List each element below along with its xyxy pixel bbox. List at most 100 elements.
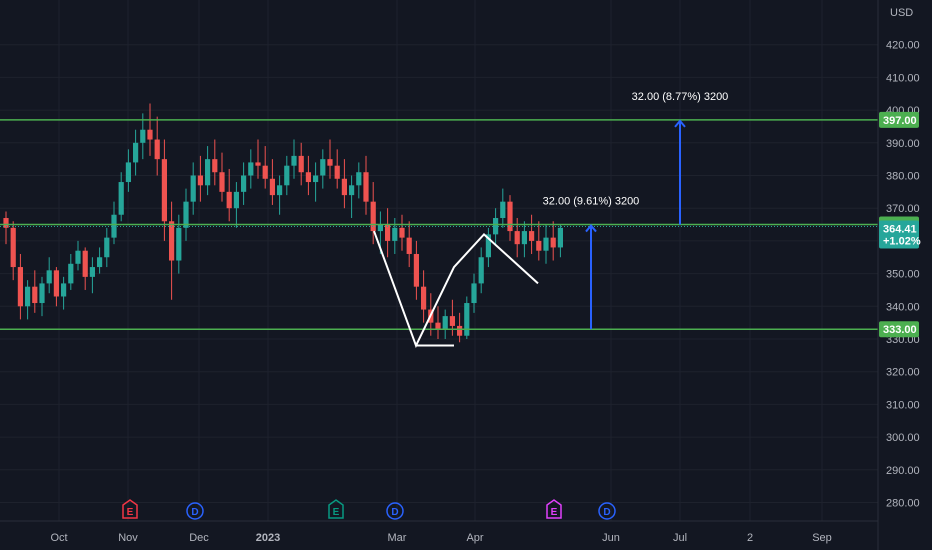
y-tick-label: 370.00 [886, 203, 920, 215]
price-tag-label: 397.00 [883, 115, 917, 127]
candle-body [161, 159, 167, 222]
y-tick-label: 310.00 [886, 399, 920, 411]
candle-body [298, 155, 304, 173]
candle-body [385, 224, 391, 241]
y-tick-label: 380.00 [886, 171, 920, 183]
y-tick-label: 300.00 [886, 432, 920, 444]
candle-body [233, 191, 239, 209]
candle-body [277, 185, 283, 196]
candle-body [485, 234, 491, 258]
candle-body [255, 162, 261, 166]
candle-body [176, 227, 182, 261]
candle-body [406, 237, 412, 254]
candle-body [248, 162, 254, 176]
y-tick-label: 420.00 [886, 40, 920, 52]
candle-body [118, 182, 124, 215]
candle-body [399, 227, 405, 238]
candle-body [89, 267, 95, 277]
candle-body [327, 159, 333, 166]
candle-body [68, 263, 74, 284]
candle-body [25, 286, 31, 307]
candle-body [370, 201, 376, 232]
price-tag [879, 111, 919, 128]
candle-body [500, 201, 506, 219]
candle-body [183, 201, 189, 228]
candle-body [226, 191, 232, 209]
candle-body [413, 253, 419, 287]
candle-body [363, 172, 369, 202]
measure-label: 32.00 (8.77%) 3200 [632, 91, 729, 103]
candle-body [32, 286, 38, 304]
pattern-drawing[interactable] [373, 230, 539, 349]
y-tick-label: 340.00 [886, 301, 920, 313]
candle-body [75, 250, 81, 264]
price-axis[interactable]: USD280.00290.00300.00310.00320.00330.003… [886, 7, 920, 510]
pattern-polyline[interactable] [373, 230, 539, 349]
candle-body [140, 129, 146, 143]
y-tick-label: 410.00 [886, 72, 920, 84]
x-tick-label: Nov [118, 532, 138, 544]
x-tick-label: Jul [673, 532, 687, 544]
candle-body [449, 316, 455, 326]
candle-body [205, 159, 211, 186]
time-axis[interactable]: Oct Nov Dec 2023 Mar Apr Jun Jul 2 Sep [50, 532, 831, 544]
candle-body [536, 240, 542, 251]
candle-body [543, 237, 549, 251]
currency-label: USD [890, 7, 913, 19]
candle-body [334, 165, 340, 179]
earnings-icon[interactable] [122, 499, 138, 519]
candle-body [53, 270, 59, 297]
event-label: D [603, 507, 610, 518]
y-tick-label: 320.00 [886, 367, 920, 379]
last-price-label: 364.41 [883, 223, 917, 235]
candle-body [392, 227, 398, 241]
candle-body [356, 172, 362, 186]
candle-body [557, 227, 563, 248]
candle-body [197, 175, 203, 186]
candle-body [435, 322, 441, 330]
earnings-icon[interactable] [328, 499, 344, 519]
event-label: E [127, 507, 134, 518]
measure-arrowhead [585, 223, 597, 233]
x-tick-label: Jun [602, 532, 620, 544]
last-price-change: +1.02% [883, 235, 921, 247]
x-tick-label: Oct [50, 532, 67, 544]
event-label: D [191, 507, 198, 518]
last-price-tag [879, 220, 919, 249]
dividend-icon[interactable] [386, 502, 404, 520]
candle-body [17, 267, 23, 307]
candle-body [3, 218, 9, 228]
event-label: D [391, 507, 398, 518]
dividend-icon[interactable] [598, 502, 616, 520]
candle-body [320, 159, 326, 176]
support-resistance-lines[interactable] [0, 119, 878, 330]
candle-body [464, 303, 470, 336]
candle-body [125, 162, 131, 183]
candle-body [471, 283, 477, 304]
measure-tools[interactable]: 32.00 (9.61%) 3200 32.00 (8.77%) 3200 [543, 91, 729, 330]
price-tag [879, 321, 919, 338]
candle-body [10, 227, 16, 268]
candle-body [377, 224, 383, 232]
candle-body [478, 257, 484, 284]
price-tag-label: 333.00 [883, 324, 917, 336]
x-tick-label: Dec [189, 532, 209, 544]
candle-body [269, 178, 275, 196]
candle-body [46, 270, 52, 284]
dividend-icon[interactable] [186, 502, 204, 520]
y-tick-label: 390.00 [886, 138, 920, 150]
candle-body [442, 316, 448, 330]
earnings-icon[interactable] [546, 499, 562, 519]
candle-body [61, 283, 67, 297]
candle-body [305, 172, 311, 183]
candle-body [97, 257, 103, 268]
measure-label: 32.00 (9.61%) 3200 [543, 196, 640, 208]
candle-body [291, 155, 297, 166]
measure-arrowhead [674, 119, 686, 128]
x-tick-label: 2 [747, 532, 753, 544]
candle-body [550, 237, 556, 248]
candle-body [262, 165, 268, 179]
